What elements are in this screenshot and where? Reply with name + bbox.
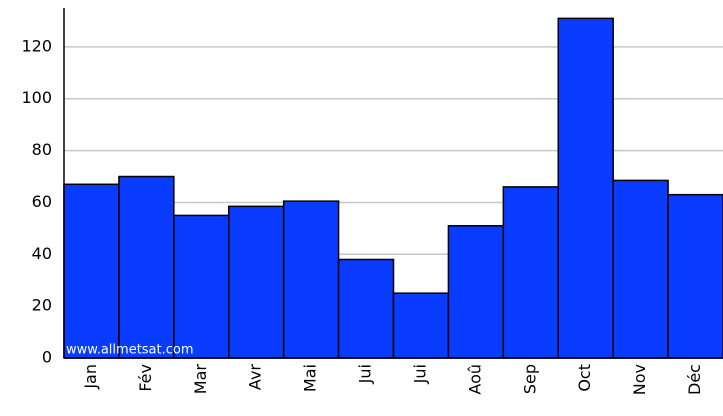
y-tick-label: 80: [32, 140, 52, 159]
x-tick-label: Déc: [685, 364, 704, 395]
y-tick-label: 120: [21, 36, 52, 55]
x-tick-label: Sep: [520, 364, 539, 394]
bar: [502, 186, 560, 359]
bar: [612, 179, 669, 359]
y-tick-label: 60: [32, 192, 52, 211]
x-tick-label: Aoû: [465, 364, 484, 395]
y-tick-label: 20: [32, 296, 52, 315]
bar: [173, 214, 230, 359]
x-tick-label: Mai: [301, 364, 320, 392]
bar: [282, 200, 340, 359]
bar: [667, 193, 723, 359]
x-tick-label: Nov: [630, 364, 649, 395]
bar: [63, 183, 120, 359]
bar: [557, 17, 614, 359]
y-tick-label: 100: [21, 88, 52, 107]
x-tick-label: Jan: [81, 364, 100, 390]
y-tick-label: 40: [32, 244, 52, 263]
x-tick-label: Oct: [575, 364, 594, 392]
bar: [337, 258, 395, 359]
bar: [228, 205, 285, 359]
x-tick-label: Fév: [136, 364, 155, 392]
bar: [447, 225, 505, 359]
x-tick-label: Mar: [191, 364, 210, 395]
x-tick-label: Jui: [356, 364, 375, 384]
y-tick-label: 0: [42, 348, 52, 367]
x-tick-label: Jui: [410, 364, 429, 384]
watermark: www.allmetsat.com: [66, 343, 194, 358]
bar: [392, 292, 450, 359]
bar: [118, 175, 175, 359]
x-tick-label: Avr: [246, 364, 265, 390]
